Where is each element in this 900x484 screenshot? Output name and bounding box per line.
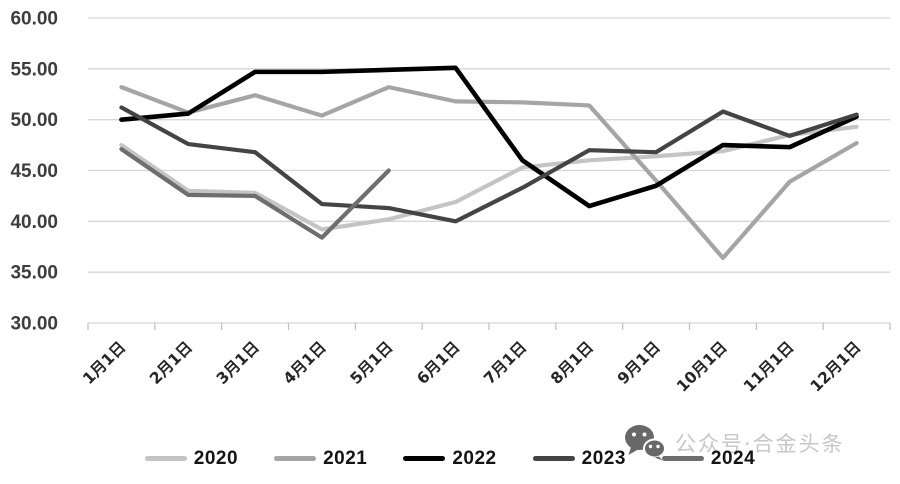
wechat-icon xyxy=(625,425,666,461)
legend-swatch-2020 xyxy=(144,456,187,461)
y-axis-label: 35.00 xyxy=(10,263,58,284)
x-axis-label: 9月1日 xyxy=(614,338,664,388)
y-axis-label: 60.00 xyxy=(10,9,58,30)
legend-item-2020: 2020 xyxy=(144,448,239,469)
legend-label: 2022 xyxy=(452,448,497,469)
x-axis-label: 5月1日 xyxy=(347,338,397,388)
y-axis-label: 55.00 xyxy=(10,59,58,80)
legend-item-2023: 2023 xyxy=(532,448,626,469)
legend-label: 2021 xyxy=(323,448,368,469)
legend-swatch-2021 xyxy=(274,456,317,461)
x-axis-label: 6月1日 xyxy=(414,338,464,388)
x-axis-label: 1月1日 xyxy=(79,338,129,388)
x-axis-label: 12月1日 xyxy=(807,338,865,396)
legend-item-2024: 2024 xyxy=(661,448,756,469)
x-axis-label: 7月1日 xyxy=(480,338,530,388)
legend-label: 2024 xyxy=(710,448,756,469)
series-line-2024 xyxy=(119,147,391,240)
series-line-2023 xyxy=(119,105,859,224)
plot-area: 60.00 55.00 50.00 45.00 40.00 35.00 30.00 1月1日 2… xyxy=(10,9,891,396)
series-line-2020 xyxy=(119,124,859,232)
legend-label: 2023 xyxy=(581,448,626,469)
legend-item-2022: 2022 xyxy=(403,449,496,468)
legend-label: 2020 xyxy=(193,448,239,469)
x-axis-label: 4月1日 xyxy=(280,338,330,388)
x-axis-label: 10月1日 xyxy=(673,338,731,396)
legend-item-2021: 2021 xyxy=(274,449,367,468)
x-axis-label: 2月1日 xyxy=(146,338,196,388)
x-axis-label: 11月1日 xyxy=(740,338,798,396)
watermark: 公众号·合金头条 xyxy=(624,424,845,461)
y-axis-label: 50.00 xyxy=(10,110,58,131)
chart-legend: 2020 2021 2022 2023 2024 xyxy=(0,449,900,468)
x-axis-label: 3月1日 xyxy=(213,338,263,388)
legend-swatch-2022 xyxy=(403,456,446,461)
series-line-2021 xyxy=(119,85,859,261)
y-axis-label: 30.00 xyxy=(10,314,58,335)
x-axis-label: 8月1日 xyxy=(547,338,597,388)
y-axis-label: 40.00 xyxy=(10,212,58,233)
watermark-text: 公众号·合金头条 xyxy=(675,431,845,456)
series-line-2022 xyxy=(119,65,859,209)
legend-swatch-2023 xyxy=(532,456,575,461)
legend-swatch-2024 xyxy=(661,456,704,461)
y-axis-label: 45.00 xyxy=(10,161,58,182)
